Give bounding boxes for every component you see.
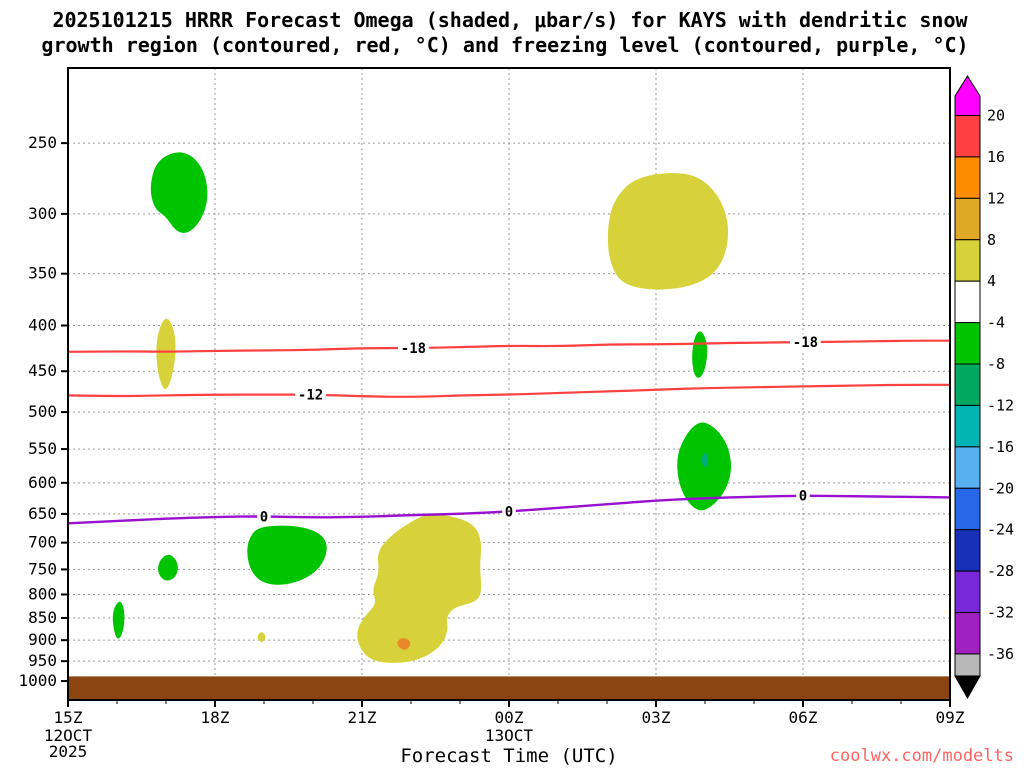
colorbar-tick-label: -20 (987, 479, 1014, 497)
omega-yellow-upper-right (607, 173, 729, 290)
chart-title-line2: growth region (contoured, red, °C) and f… (41, 33, 968, 57)
y-tick-label: 900 (28, 630, 57, 649)
colorbar-segment (954, 197, 981, 241)
colorbar-segment (954, 570, 981, 614)
colorbar-segment (954, 446, 981, 489)
freezing-level-0C-label: 0 (260, 509, 268, 525)
dendritic-growth-minus18C (67, 339, 950, 353)
freezing-level-0C-label-bg (796, 487, 810, 504)
colorbar-tick-label: -12 (987, 396, 1014, 414)
colorbar-tick-label: 8 (987, 231, 996, 249)
colorbar-tick-label: -24 (987, 521, 1014, 539)
colorbar-under-segment (954, 653, 981, 677)
colorbar-under-triangle (954, 675, 981, 699)
colorbar-segment (954, 280, 981, 324)
x-tick-label: 18Z (201, 708, 230, 727)
x-tick-label: 09Z (936, 708, 965, 727)
y-tick-label: 550 (28, 439, 57, 458)
x-tick-label: 21Z (348, 708, 377, 727)
watermark-link[interactable]: coolwx.com/modelts (830, 746, 1014, 766)
omega-orange-core-22z (397, 638, 411, 650)
surface-terrain-band (68, 676, 950, 700)
y-tick-label: 300 (28, 204, 57, 223)
omega-yellow-midlevel-17z (156, 318, 176, 390)
colorbar-tick-label: -32 (987, 604, 1014, 622)
y-tick-label: 250 (28, 133, 57, 152)
x-tick-label: 03Z (642, 708, 671, 727)
dendritic-growth-minus12C (67, 383, 950, 398)
y-tick-label: 1000 (18, 671, 57, 690)
colorbar-tick-label: 20 (987, 107, 1005, 125)
x-axis-title: Forecast Time (UTC) (400, 745, 617, 767)
colorbar-segment (954, 239, 981, 282)
y-tick-label: 600 (28, 473, 57, 492)
omega-green-750-17z (158, 554, 178, 581)
colorbar-segment (954, 156, 981, 199)
dendritic-growth-minus12C-label-bg (295, 386, 326, 403)
y-tick-label: 650 (28, 504, 57, 523)
dendritic-growth-minus18C-label-bg (398, 340, 429, 357)
colorbar-tick-label: 16 (987, 148, 1005, 166)
omega-teal-core-04z (701, 452, 709, 468)
x-axis-date-label: 2025 (49, 742, 88, 761)
omega-yellow-lower-center (357, 514, 482, 663)
colorbar-segment (954, 404, 981, 448)
colorbar-tick-label: -8 (987, 355, 1005, 373)
y-tick-label: 850 (28, 608, 57, 627)
y-tick-label: 950 (28, 651, 57, 670)
y-tick-label: 800 (28, 584, 57, 603)
colorbar-segment (954, 115, 981, 158)
y-tick-label: 400 (28, 316, 57, 335)
omega-green-upper-left (150, 152, 208, 233)
freezing-level-0C-label-bg (257, 508, 271, 525)
y-tick-label: 500 (28, 402, 57, 421)
y-tick-label: 450 (28, 361, 57, 380)
omega-green-850-16z (112, 601, 125, 639)
x-tick-label: 06Z (789, 708, 818, 727)
colorbar-tick-label: -16 (987, 438, 1014, 456)
chart-title-line1: 2025101215 HRRR Forecast Omega (shaded, … (52, 8, 968, 32)
colorbar-segment (954, 487, 981, 531)
colorbar-tick-label: -36 (987, 645, 1014, 663)
y-tick-label: 750 (28, 559, 57, 578)
y-tick-label: 700 (28, 533, 57, 552)
x-tick-label: 00Z (495, 708, 524, 727)
dendritic-growth-minus18C-label: -18 (793, 335, 818, 351)
dendritic-growth-minus18C-label: -18 (401, 341, 426, 357)
freezing-level-0C-label-bg (502, 503, 516, 520)
x-tick-label: 15Z (54, 708, 83, 727)
y-tick-label: 350 (28, 264, 57, 283)
omega-green-750-19z (247, 525, 327, 585)
colorbar-over-segment (954, 75, 981, 116)
dendritic-growth-minus12C-label: -12 (298, 388, 323, 404)
colorbar-segment (954, 529, 981, 572)
colorbar-tick-label: -4 (987, 314, 1005, 332)
colorbar-segment (954, 363, 981, 406)
colorbar-tick-label: 12 (987, 189, 1005, 207)
colorbar-segment (954, 322, 981, 365)
dendritic-growth-minus18C-label-bg (790, 334, 821, 351)
freezing-level-0C-label: 0 (799, 489, 807, 505)
omega-yellow-small-19z (257, 632, 266, 642)
colorbar-segment (954, 612, 981, 655)
x-axis-date-label: 12OCT (44, 726, 93, 745)
x-axis-date-label: 13OCT (485, 726, 534, 745)
colorbar-tick-label: -28 (987, 562, 1014, 580)
colorbar-tick-label: 4 (987, 272, 996, 290)
freezing-level-0C-label: 0 (505, 505, 513, 521)
